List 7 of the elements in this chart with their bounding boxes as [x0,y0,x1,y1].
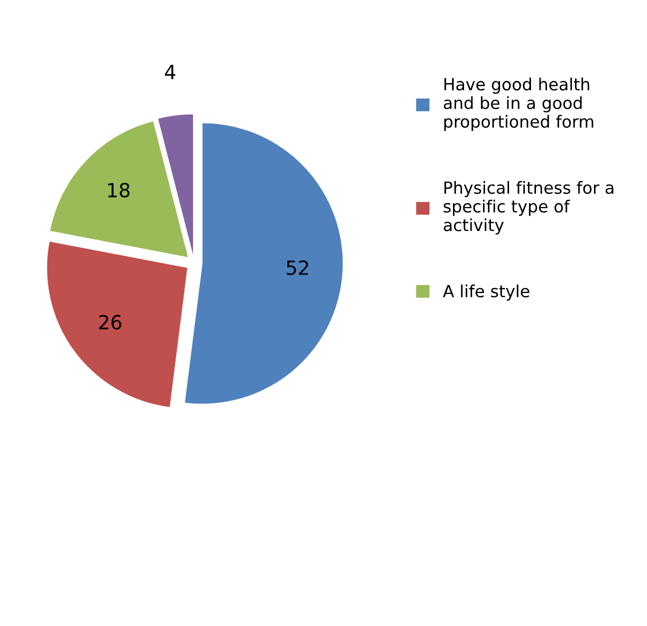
legend-label: Have good health and be in a good proportioned form [444,78,594,132]
data-label: 52 [286,260,308,276]
data-label: 4 [164,64,176,80]
legend-label: A life style [442,284,530,301]
legend-label: Physical fitness for a specific type of activity [444,181,614,235]
data-label: 26 [99,314,122,330]
data-label: 18 [108,182,130,198]
